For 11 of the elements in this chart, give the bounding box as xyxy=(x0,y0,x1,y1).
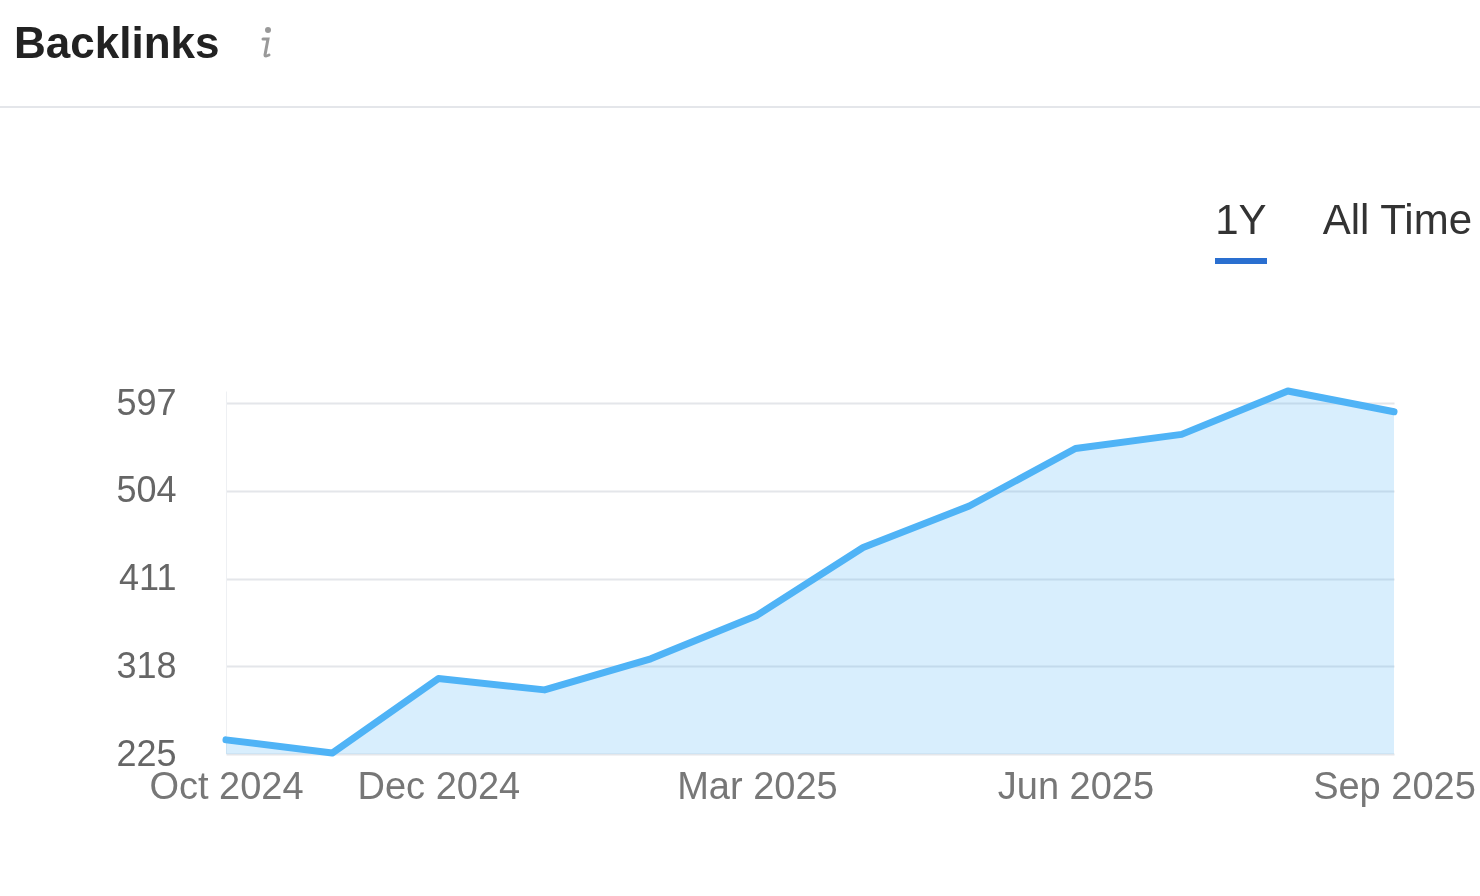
text: 1Y xyxy=(1215,196,1267,244)
y-tick-label: 411 xyxy=(119,557,177,599)
x-tick-label: Dec 2024 xyxy=(357,764,521,807)
y-tick-label: 597 xyxy=(116,381,177,423)
x-tick-label: Sep 2025 xyxy=(1313,764,1476,807)
y-tick-label: 318 xyxy=(116,644,177,686)
text: All Time xyxy=(1322,196,1472,244)
chart-title: Backlinks xyxy=(14,18,220,68)
y-tick-label: 504 xyxy=(116,469,177,511)
x-tick-label: Jun 2025 xyxy=(997,764,1155,807)
x-tick-label: Mar 2025 xyxy=(677,764,838,807)
